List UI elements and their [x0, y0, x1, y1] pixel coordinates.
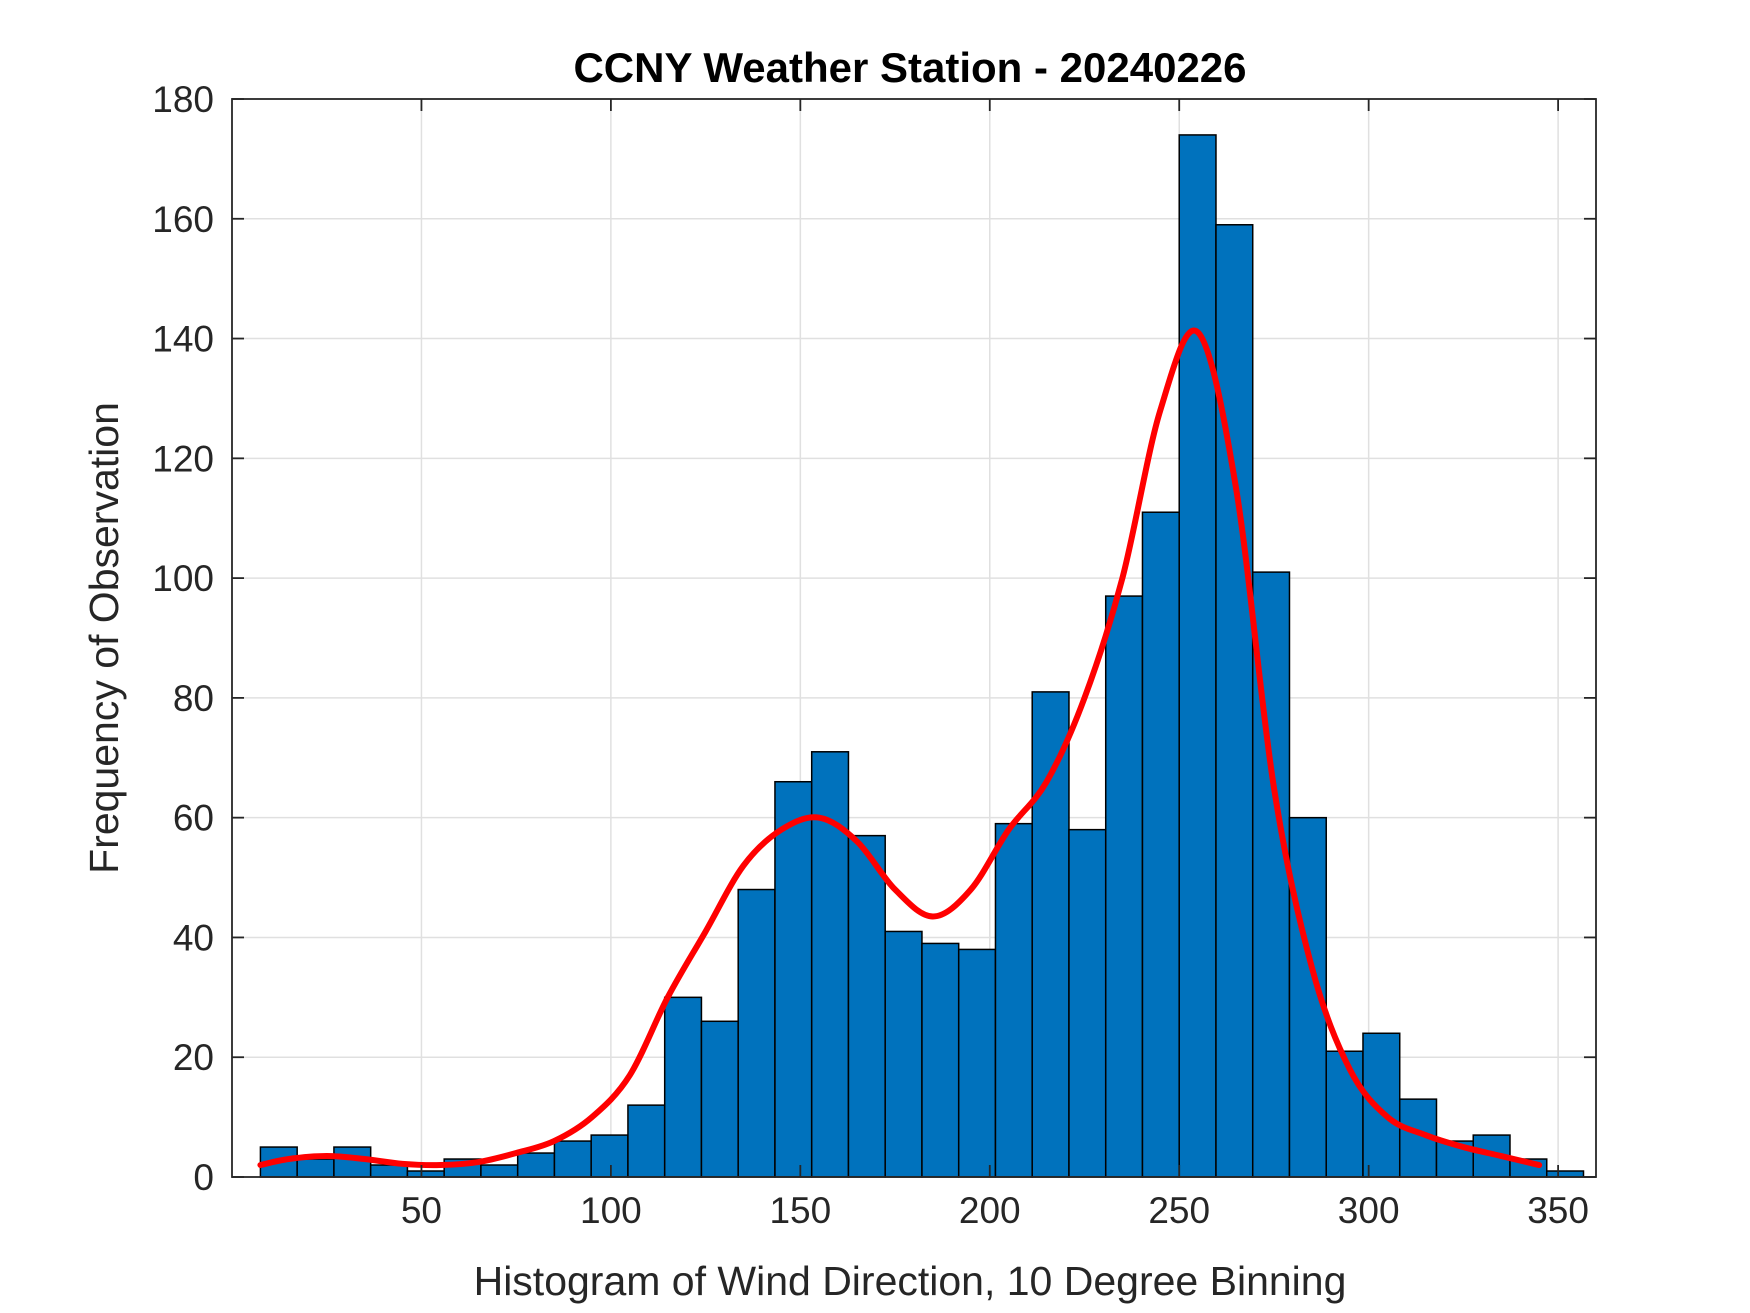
density-fit-line: [257, 327, 1543, 1169]
y-tick-label: 80: [173, 678, 214, 719]
x-tick-label: 250: [1148, 1190, 1210, 1231]
histogram-bar: [627, 1104, 666, 1178]
histogram-bar: [774, 780, 813, 1178]
y-tick-label: 20: [173, 1037, 214, 1078]
histogram-bar: [994, 822, 1033, 1178]
histogram-bar: [921, 942, 960, 1178]
histogram-bar: [369, 1164, 409, 1178]
y-tick-label: 60: [173, 798, 214, 839]
histogram-bar: [1178, 134, 1217, 1178]
grid-layer: [232, 99, 1596, 1177]
histogram-bar: [480, 1164, 519, 1178]
x-tick-label: 150: [769, 1190, 831, 1231]
ticks-layer: 50 100 150 200 250 300 350 0 20 40 60 80 100 120 140 16…: [152, 79, 1596, 1231]
chart-title: CCNY Weather Station - 20240226: [573, 44, 1246, 91]
histogram-bar: [1362, 1032, 1401, 1178]
histogram-bar: [296, 1158, 335, 1178]
y-tick-label: 120: [152, 438, 214, 479]
histogram-bar: [1104, 595, 1144, 1178]
histogram-bar: [590, 1134, 629, 1178]
y-tick-label: 100: [152, 558, 214, 599]
y-axis-label: Frequency of Observation: [81, 402, 127, 874]
x-tick-label: 300: [1338, 1190, 1400, 1231]
x-tick-label: 200: [959, 1190, 1021, 1231]
histogram-bar: [884, 930, 923, 1178]
histogram-bar: [1215, 224, 1254, 1178]
y-tick-label: 40: [173, 917, 214, 958]
histogram-bar: [1068, 828, 1107, 1178]
x-tick-label: 350: [1527, 1190, 1589, 1231]
histogram-bar: [957, 948, 997, 1178]
histogram-bar: [1398, 1098, 1438, 1178]
y-tick-label: 0: [193, 1157, 214, 1198]
y-tick-label: 160: [152, 199, 214, 240]
histogram-bar: [1325, 1050, 1364, 1178]
histogram-bar: [553, 1140, 592, 1178]
y-tick-label: 180: [152, 79, 214, 120]
histogram-bar: [516, 1152, 556, 1178]
line-layer: [257, 327, 1543, 1169]
histogram-bar: [1141, 511, 1180, 1178]
histogram-bar: [700, 1020, 739, 1178]
y-tick-label: 140: [152, 319, 214, 360]
histogram-bar: [847, 834, 886, 1178]
histogram-bar: [1031, 691, 1070, 1178]
axes-layer: [231, 98, 1597, 1178]
histogram-bar: [737, 888, 776, 1178]
histogram-bar: [663, 996, 703, 1178]
axes-box: [231, 98, 1597, 1178]
x-tick-label: 100: [580, 1190, 642, 1231]
x-tick-label: 50: [401, 1190, 442, 1231]
x-axis-label: Histogram of Wind Direction, 10 Degree B…: [474, 1258, 1347, 1304]
